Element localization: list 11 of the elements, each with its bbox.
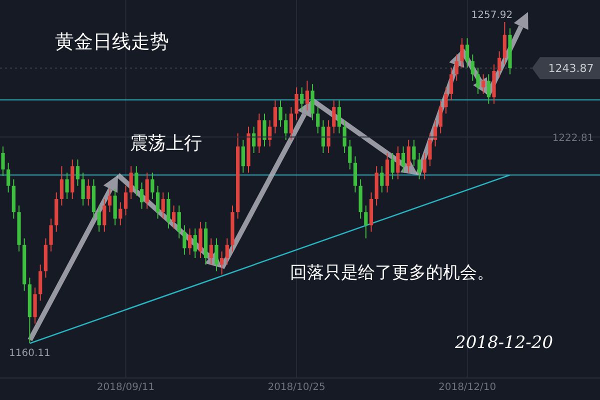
text: 1257.92 [471,10,513,21]
annotation: 震荡上行 [130,133,202,154]
ref-line-label: 1243.87 [548,62,594,76]
annotation: 回落只是给了更多的机会。 [290,263,494,283]
x-tick-label: 2018/09/11 [96,382,155,393]
annotation: 2018-12-20 [454,333,554,353]
text: 1222.81 [552,133,594,144]
x-tick-label: 2018/12/10 [438,382,496,393]
x-tick-label: 2018/10/25 [268,382,326,393]
text: 黄金日线走势 [55,31,169,53]
annotation: 1160.11 [9,348,50,359]
